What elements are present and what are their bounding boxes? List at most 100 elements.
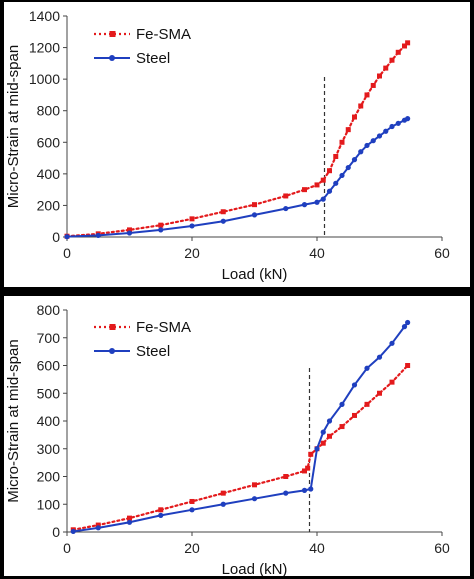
data-point-fe-sma [364,401,370,407]
data-point-steel [405,319,411,326]
data-point-fe-sma [339,424,345,430]
data-point-fe-sma [364,92,370,98]
x-tick-label: 0 [63,540,71,556]
data-point-steel [320,429,326,435]
y-tick-label: 800 [37,302,61,318]
data-point-steel [301,202,308,208]
data-point-fe-sma [389,379,395,385]
data-point-fe-sma [339,139,345,145]
data-point-fe-sma [302,468,307,474]
data-point-steel [339,401,345,407]
legend-label: Fe-SMA [136,319,191,336]
chart-panel-bottom: 0 100 200 300 400 500 600 700 800 0 20 40 60 Load (kN… [4,296,470,576]
data-point-steel [314,446,320,452]
data-point-steel [395,120,401,126]
data-point-steel [158,227,164,233]
y-tick-label: 1400 [29,8,60,24]
data-point-steel [389,123,395,130]
y-tick-label: 100 [37,496,61,512]
data-point-fe-sma [158,222,164,228]
data-point-steel [308,486,314,492]
data-point-steel [376,354,383,360]
data-point-fe-sma [405,40,411,46]
data-point-steel [314,199,320,205]
series-line-steel [66,117,409,238]
y-tick-label: 700 [37,330,61,346]
data-point-fe-sma [377,73,382,79]
series-line-fe-sma [72,364,409,531]
data-point-fe-sma [127,515,132,521]
data-point-steel [189,223,195,229]
data-point-fe-sma [333,153,339,159]
x-axis-title: Load (kN) [222,561,288,576]
data-point-steel [405,116,411,122]
data-point-steel [251,496,258,502]
y-tick-label: 0 [52,524,60,540]
data-point-steel [326,188,333,194]
data-point-steel [326,418,333,424]
data-point-fe-sma [327,168,332,174]
chart-panel-top: 0 200 400 600 800 1000 1200 1400 0 20 40 60 Load (kN… [4,2,470,287]
y-tick-label: 0 [52,229,60,245]
legend-marker [109,324,116,330]
data-point-fe-sma [283,193,289,199]
data-point-fe-sma [377,390,382,396]
data-point-steel [364,142,370,149]
legend-label: Fe-SMA [136,26,191,43]
chart-top: 0 200 400 600 800 1000 1200 1400 0 20 40 60 Load (kN… [5,8,450,283]
chart-bottom: 0 100 200 300 400 500 600 700 800 0 20 40 60 Load (kN… [5,302,450,576]
data-point-fe-sma [252,202,257,208]
x-tick-label: 0 [63,245,71,261]
data-point-fe-sma [127,227,132,233]
data-point-fe-sma [220,209,226,215]
x-tick-label: 20 [184,245,200,261]
data-point-steel [126,519,133,525]
data-point-steel [401,324,408,330]
data-point-fe-sma [370,82,376,88]
data-point-steel [126,230,133,236]
data-point-fe-sma [220,490,226,496]
data-point-fe-sma [283,474,289,479]
y-tick-label: 600 [37,134,61,150]
data-point-fe-sma [158,507,164,513]
data-point-steel [95,232,101,239]
data-point-fe-sma [302,187,307,193]
x-tick-label: 40 [309,245,325,261]
data-point-steel [351,382,358,388]
data-point-steel [220,501,226,507]
data-point-steel [251,212,258,218]
data-point-steel [158,512,164,518]
data-point-fe-sma [308,451,314,457]
data-point-fe-sma [395,49,401,55]
data-point-fe-sma [405,363,411,368]
data-point-fe-sma [345,127,351,133]
data-point-steel [345,164,351,171]
data-point-fe-sma [383,65,389,71]
legend-label: Steel [136,343,170,360]
y-tick-label: 400 [37,166,61,182]
y-tick-label: 1000 [29,71,60,87]
y-tick-label: 800 [37,103,61,119]
legend-label: Steel [136,50,170,67]
x-tick-label: 40 [309,540,325,556]
data-point-steel [383,128,389,134]
data-point-fe-sma [352,114,357,120]
legend-marker [109,31,116,37]
data-point-steel [301,487,308,493]
data-point-steel [283,205,289,212]
x-tick-label: 60 [434,540,450,556]
series-line-steel [72,321,409,533]
data-point-steel [339,172,345,179]
legend-marker [109,55,115,61]
y-axis-title: Micro-Strain at mid-span [5,45,22,208]
y-tick-label: 1200 [29,40,60,56]
data-point-steel [189,507,195,513]
data-point-steel [220,218,226,224]
legend-marker [109,348,115,354]
data-point-fe-sma [305,465,311,471]
data-point-fe-sma [402,43,407,49]
data-point-fe-sma [358,103,364,109]
data-point-steel [70,528,76,535]
data-point-fe-sma [320,177,326,183]
data-point-fe-sma [389,57,395,63]
